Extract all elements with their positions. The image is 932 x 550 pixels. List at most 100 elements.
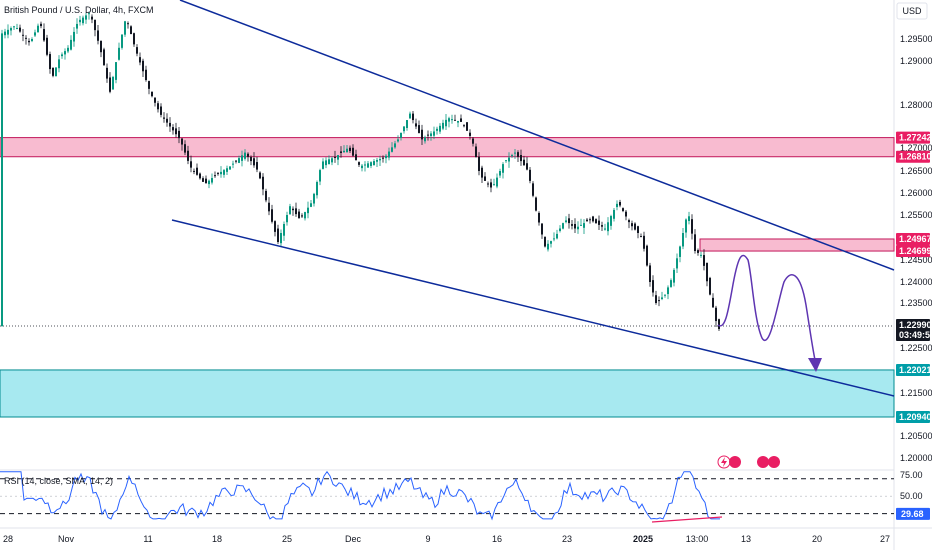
lower-trendline[interactable] [171,219,895,397]
candle-body [157,103,159,110]
candle-body [364,164,366,166]
candle-body [331,158,333,163]
price-label-text: 1.27242 [899,133,932,143]
candle-body [340,151,342,153]
candle-body [184,144,186,153]
time-tick-label: 2025 [633,534,653,544]
price-zone[interactable] [0,369,895,418]
candle-body [655,295,657,303]
rsi-line [0,470,720,521]
candle-body [214,175,216,177]
price-zone[interactable] [0,137,895,158]
candle-body [355,154,357,161]
time-axis[interactable]: 28 Nov 11 18 25 Dec 9 16 23 2025 13:00 13 20 27 [3,534,890,544]
candle-body [535,197,537,211]
candle-body [478,156,480,171]
chart-title: British Pound / U.S. Dollar, 4h, FXCM [4,5,154,15]
candle-body [193,170,195,172]
economic-events[interactable] [717,455,780,469]
price-label-text: 1.20940 [899,412,932,422]
candle-body [694,234,696,251]
candle-body [163,117,165,119]
candle-body [25,37,27,39]
currency-button[interactable] [896,2,928,20]
candle-body [484,176,486,181]
candle-body [439,125,441,132]
candle-body [658,300,660,302]
last-price-badge [896,319,930,341]
price-axis[interactable]: 1.29500 1.29000 1.28000 1.27000 1.26500 1.260… [900,34,932,463]
candle-body [328,159,330,165]
candle-body [223,170,225,175]
candle-body [349,147,351,152]
candle-body [127,23,129,25]
candle-body [571,224,573,226]
gb-flag-icon[interactable] [768,456,780,468]
candle-body [94,19,96,31]
candle-body [697,250,699,253]
candle-body [16,28,18,30]
candle-body [229,166,231,170]
candle-body [115,62,117,80]
price-tick-label: 1.26500 [900,166,932,176]
candle-body [403,126,405,132]
candle-body [562,223,564,229]
price-tick-label: 1.22500 [900,343,932,353]
price-zone[interactable] [699,238,895,252]
price-tick-label: 1.21500 [900,388,932,398]
candle-body [469,132,471,136]
candle-body [46,37,48,55]
candle-body [505,160,507,162]
candle-body [346,148,348,153]
candle-body [4,31,6,36]
candle-body [166,118,168,123]
price-tick-label: 1.24500 [900,255,932,265]
price-projection-path[interactable] [717,254,816,361]
price-label-text: 1.24699 [899,246,932,256]
candle-body [598,220,600,225]
countdown-text: 03:49:58 [899,330,932,340]
candle-body [388,151,390,158]
rsi-value-text: 29.68 [901,509,924,519]
time-tick-label: Dec [345,534,362,544]
candle-body [58,59,60,69]
candle-body [559,228,561,231]
rsi-pane[interactable]: 75.00 50.00 29.68 [0,470,930,523]
candle-body [232,163,234,165]
supply-demand-zones[interactable] [0,137,895,418]
price-tick-label: 1.23500 [900,298,932,308]
last-price-text: 1.22990 [899,320,932,330]
candle-body [436,128,438,131]
candlestick-series [1,11,720,332]
candle-body [310,203,312,207]
time-tick-label: 18 [212,534,222,544]
us-flag-icon[interactable] [729,456,741,468]
candle-body [616,203,618,208]
candle-body [490,182,492,188]
candle-body [28,40,30,43]
candle-body [376,160,378,162]
us-flag-icon[interactable] [757,456,769,468]
candle-body [427,134,429,136]
price-tick-label: 1.27000 [900,143,932,153]
candle-body [133,33,135,45]
candle-body [547,243,549,250]
time-tick-label: 16 [492,534,502,544]
rsi-divergence-line[interactable] [651,516,723,523]
upper-trendline[interactable] [179,0,895,271]
candle-body [394,143,396,148]
candle-body [544,236,546,247]
candle-body [160,106,162,115]
candle-body [520,155,522,162]
time-tick-label: 20 [812,534,822,544]
time-tick-label: 27 [880,534,890,544]
candle-body [283,224,285,236]
candle-body [631,223,633,227]
currency-label: USD [902,6,922,16]
candle-body [205,178,207,184]
candle-body [79,19,81,23]
candle-body [241,155,243,161]
candle-body [67,47,69,52]
candle-body [7,29,9,35]
